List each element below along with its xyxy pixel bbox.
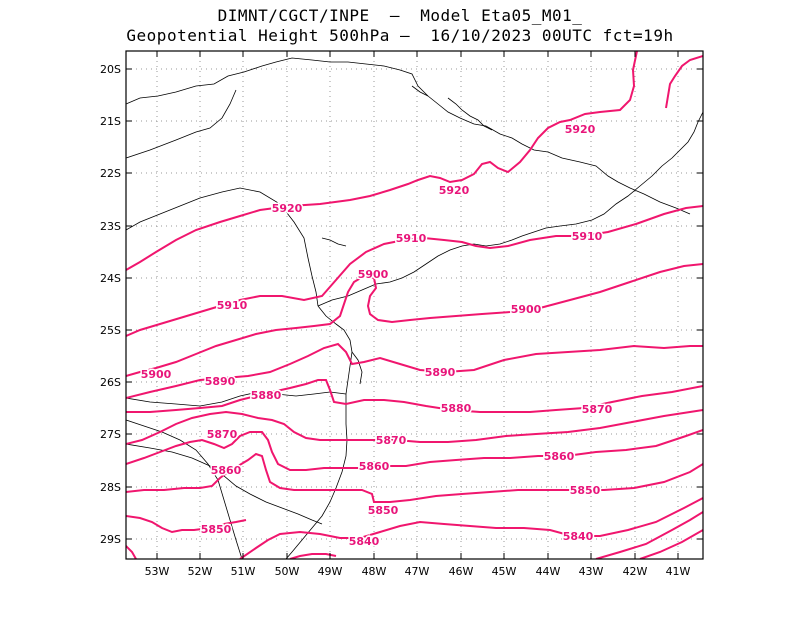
lat-label: 22S: [100, 167, 121, 180]
lon-label: 47W: [405, 565, 430, 578]
lon-label: 49W: [318, 565, 343, 578]
reservoir-outline-2: [321, 237, 347, 247]
contour-label: 5880: [251, 389, 282, 402]
lat-label: 26S: [100, 376, 121, 389]
contour-label: 5890: [205, 375, 236, 388]
lon-label: 42W: [623, 565, 648, 578]
contour-5820: [639, 529, 703, 559]
contour-lines: [126, 51, 703, 559]
contour-label: 5870: [582, 403, 613, 416]
contour-5920-a: [126, 51, 638, 271]
coastline-pr-sc: [285, 305, 353, 559]
contour-label: 5840: [563, 530, 594, 543]
lat-label: 27S: [100, 428, 121, 441]
contour-label: 5860: [544, 450, 575, 463]
contour-5840: [239, 497, 703, 559]
lon-label: 50W: [275, 565, 300, 578]
contour-5900: [126, 263, 703, 377]
contour-5830-left: [126, 545, 137, 559]
contour-label: 5850: [201, 523, 232, 536]
argentina-border: [126, 419, 243, 559]
contour-5850-b: [126, 515, 247, 534]
contour-label: 5870: [207, 428, 238, 441]
reservoir-outline-1: [447, 97, 493, 131]
contour-5830-b: [289, 553, 337, 559]
contour-label: 5920: [439, 184, 470, 197]
contour-label: 5900: [141, 368, 172, 381]
contour-label: 5920: [272, 202, 303, 215]
contour-label: 5850: [368, 504, 399, 517]
state-border-ms: [126, 89, 237, 159]
contour-label: 5850: [570, 484, 601, 497]
lon-label: 51W: [231, 565, 256, 578]
contour-label: 5910: [572, 230, 603, 243]
lon-label: 43W: [579, 565, 604, 578]
state-border-pr-sc: [126, 391, 347, 407]
lon-label: 48W: [362, 565, 387, 578]
contour-5920-b: [665, 55, 703, 109]
lat-label: 29S: [100, 533, 121, 546]
map-title-line2: Geopotential Height 500hPa – 16/10/2023 …: [126, 26, 674, 45]
contour-label: 5910: [396, 232, 427, 245]
state-border-mg-sp: [126, 57, 691, 215]
latitude-axis: 20S 21S 22S 23S 24S 25S 26S 27S 28S 29S: [100, 63, 703, 546]
lon-label: 44W: [536, 565, 561, 578]
grid-lines: [126, 51, 703, 559]
coastline-sp-rj: [317, 111, 703, 307]
lat-label: 23S: [100, 220, 121, 233]
lon-label: 46W: [449, 565, 474, 578]
contour-label: 5910: [217, 299, 248, 312]
contour-5880: [126, 379, 703, 413]
contour-5860: [126, 429, 703, 471]
state-border-sc-rs: [126, 443, 323, 525]
contour-label: 5840: [349, 535, 380, 548]
coast-islands: [351, 351, 363, 385]
contour-5910: [126, 205, 703, 337]
contour-5850: [126, 452, 703, 503]
contour-label: 5870: [376, 434, 407, 447]
state-border-pr-sp: [126, 187, 319, 307]
lat-label: 21S: [100, 115, 121, 128]
coastline-and-borders: [126, 57, 703, 559]
contour-5890: [126, 342, 703, 399]
contour-label: 5890: [425, 366, 456, 379]
contour-labels: 5920 5920 5920 5910 5910 5910 5900 5900 5900 5890…: [139, 122, 614, 550]
plot-frame: [125, 50, 704, 560]
map-title-line1: DIMNT/CGCT/INPE – Model Eta05_M01_: [217, 6, 583, 25]
longitude-axis: 53W 52W 51W 50W 49W 48W 47W 46W 45W 44W …: [145, 51, 691, 578]
lon-label: 41W: [666, 565, 691, 578]
lat-label: 20S: [100, 63, 121, 76]
contour-label: 5900: [358, 268, 389, 281]
lat-label: 24S: [100, 272, 121, 285]
lon-label: 52W: [188, 565, 213, 578]
lon-label: 53W: [145, 565, 170, 578]
contour-label: 5920: [565, 123, 596, 136]
contour-label: 5860: [359, 460, 390, 473]
lat-label: 25S: [100, 324, 121, 337]
contour-label: 5860: [211, 464, 242, 477]
contour-5830: [595, 511, 703, 559]
lon-label: 45W: [492, 565, 517, 578]
reservoir-outline-3: [411, 85, 429, 97]
contour-label: 5880: [441, 402, 472, 415]
contour-5870: [126, 409, 703, 445]
contour-label: 5900: [511, 303, 542, 316]
lat-label: 28S: [100, 481, 121, 494]
